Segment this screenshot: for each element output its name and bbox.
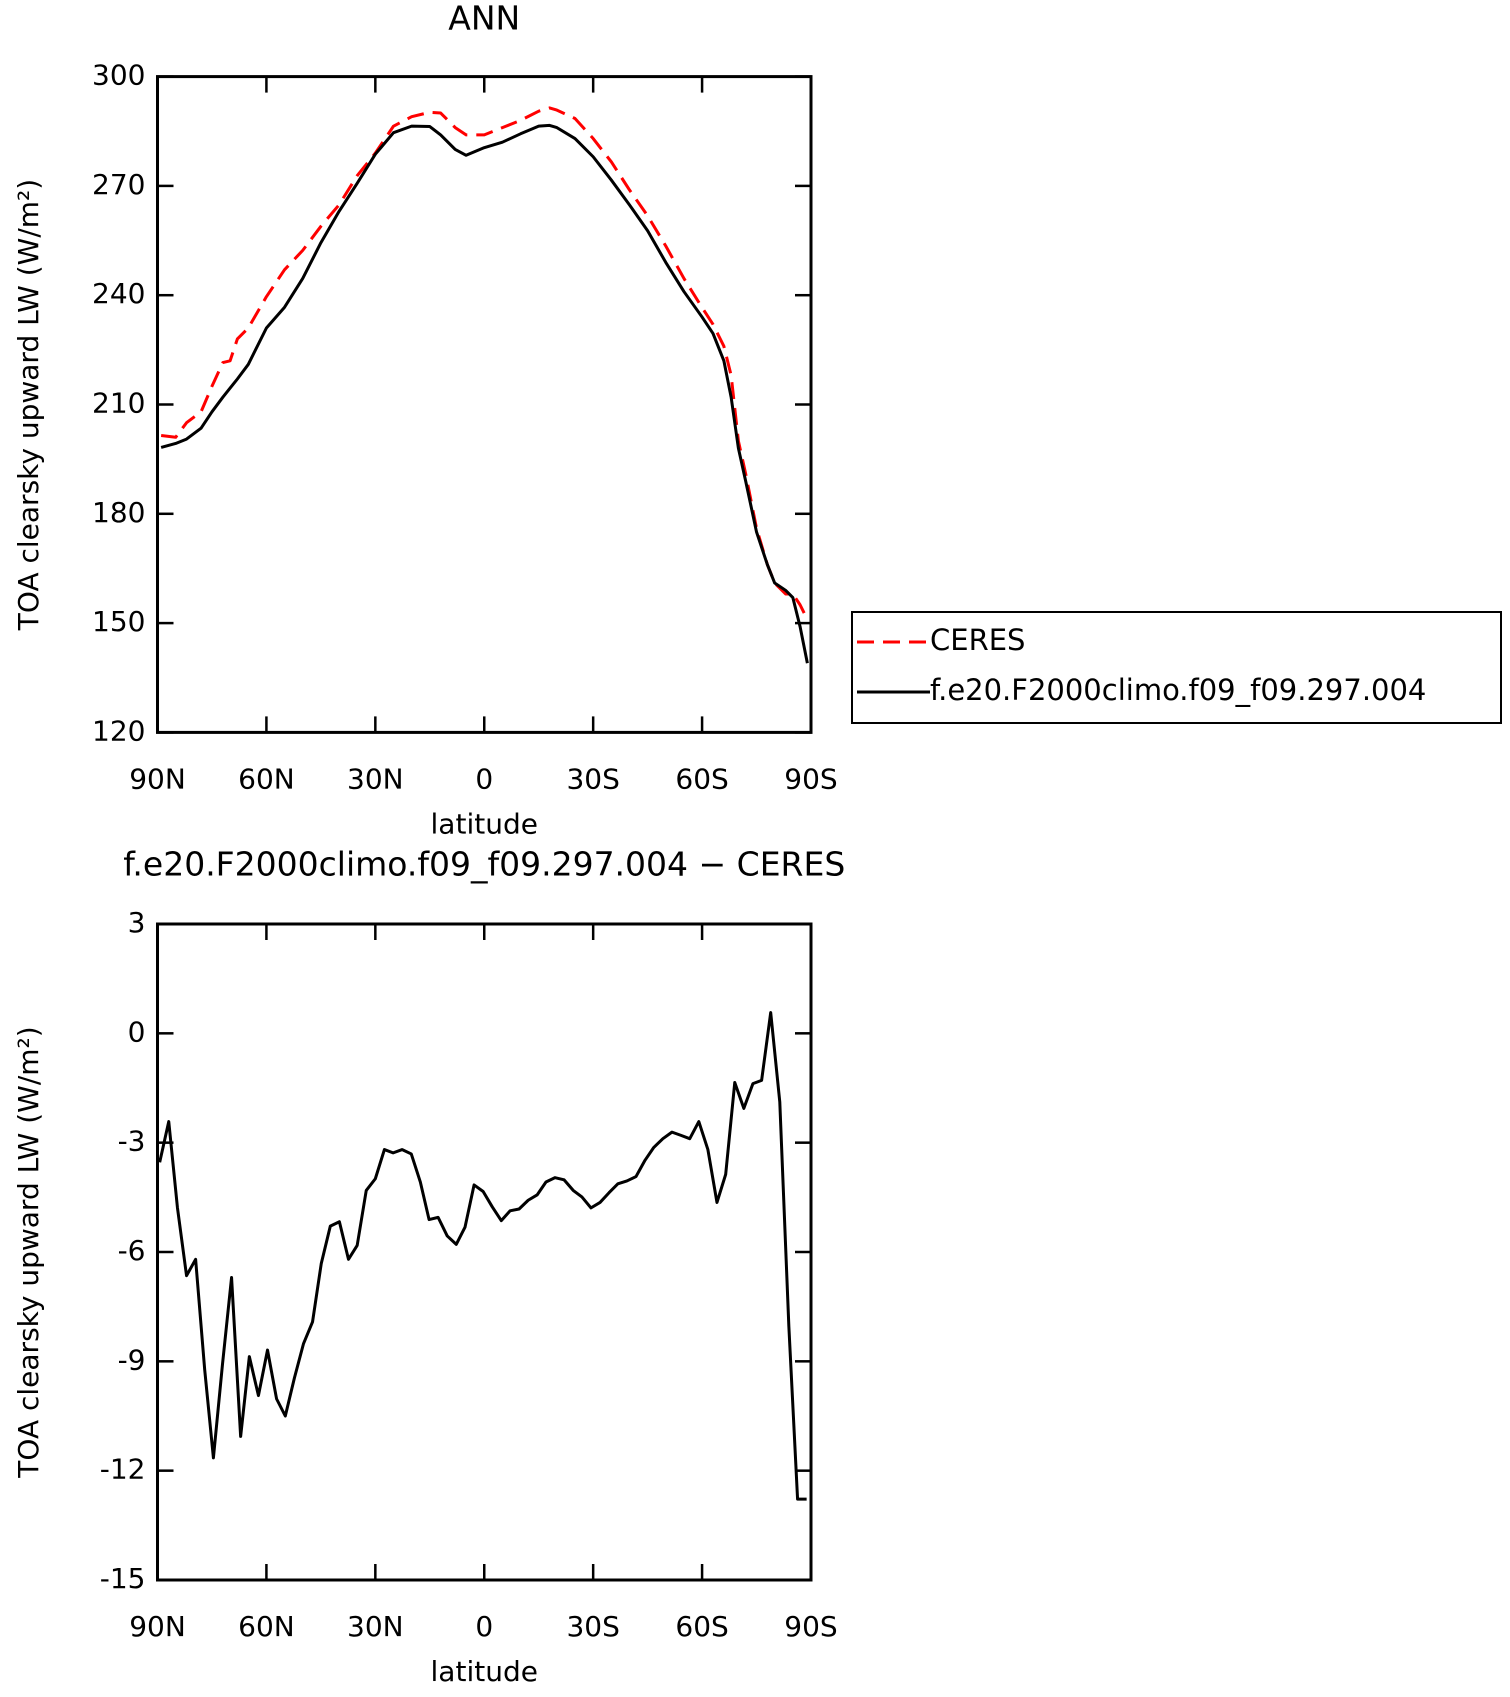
y-tick-label: -3 (118, 1125, 146, 1158)
y-axis-label: TOA clearsky upward LW (W/m²) (12, 179, 45, 631)
x-tick-label: 30S (566, 1610, 619, 1643)
y-tick-label: 3 (128, 906, 146, 939)
x-tick-label: 90S (784, 1610, 837, 1643)
y-tick-label: -6 (118, 1234, 146, 1267)
x-tick-label: 60S (675, 1610, 728, 1643)
y-tick-label: 300 (92, 59, 145, 92)
x-tick-label: 90N (129, 762, 186, 795)
y-axis-label: TOA clearsky upward LW (W/m²) (12, 1026, 45, 1478)
x-tick-label: 60N (238, 1610, 295, 1643)
y-tick-label: 270 (92, 168, 145, 201)
y-tick-label: 0 (128, 1015, 146, 1048)
x-tick-label: 60N (238, 762, 295, 795)
x-tick-label: 30N (347, 762, 404, 795)
x-tick-label: 0 (475, 762, 493, 795)
x-tick-label: 30S (566, 762, 619, 795)
y-tick-label: 120 (92, 714, 145, 747)
plot-frame (156, 75, 813, 734)
x-tick-label: 90S (784, 762, 837, 795)
y-tick-label: -9 (118, 1343, 146, 1376)
y-tick-label: 150 (92, 605, 145, 638)
y-tick-label: 240 (92, 277, 145, 310)
plot-frame (156, 922, 813, 1582)
y-tick-label: -12 (100, 1453, 146, 1486)
legend-label: f.e20.F2000climo.f09_f09.297.004 (930, 673, 1426, 707)
data-line (158, 1011, 807, 1501)
x-tick-label: 90N (129, 1610, 186, 1643)
data-line (160, 123, 809, 664)
y-tick-label: 210 (92, 387, 145, 420)
x-axis-label: latitude (431, 807, 538, 840)
x-tick-label: 30N (347, 1610, 404, 1643)
x-axis-label: latitude (431, 1655, 538, 1688)
chart-title: f.e20.F2000climo.f09_f09.297.004 − CERES (123, 845, 845, 884)
legend-label: CERES (930, 623, 1025, 657)
x-tick-label: 0 (475, 1610, 493, 1643)
x-tick-label: 60S (675, 762, 728, 795)
legend-box (851, 611, 1502, 724)
y-tick-label: -15 (100, 1562, 146, 1595)
y-tick-label: 180 (92, 496, 145, 529)
chart-title: ANN (448, 0, 520, 38)
data-line (160, 106, 809, 621)
